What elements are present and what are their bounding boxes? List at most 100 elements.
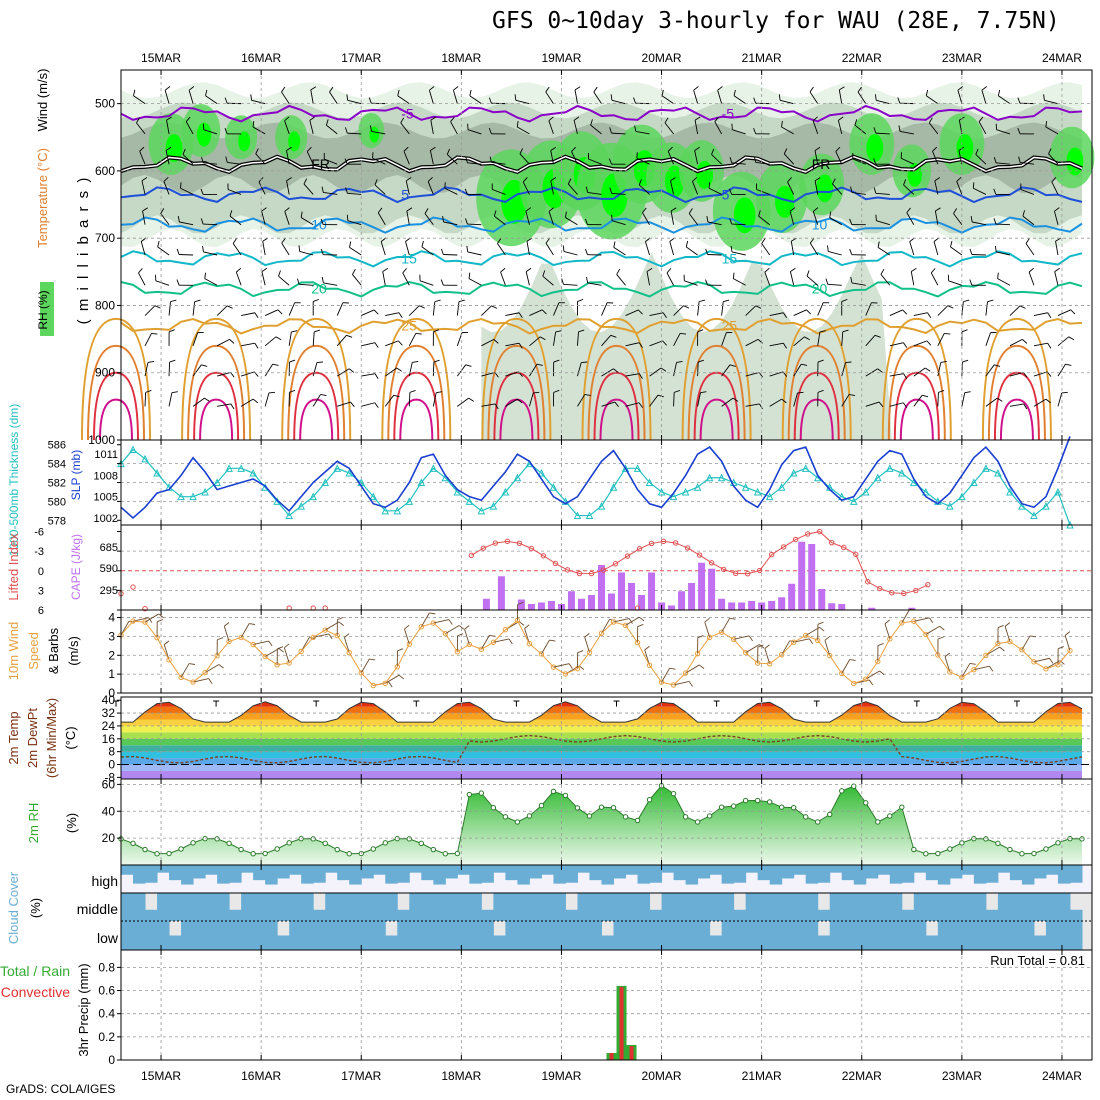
wind-speed-point — [706, 634, 713, 641]
wind-barb-flag — [1061, 391, 1068, 394]
lifted-index-point — [768, 551, 775, 558]
wind-barb — [1044, 99, 1059, 105]
wind-barb-flag — [346, 94, 349, 101]
wind-speed-point — [1031, 659, 1037, 665]
wind-barb-flag — [926, 340, 932, 346]
wind-barb-flag — [409, 390, 416, 393]
thickness-axis-label: 1000-500mb Thickness (dm) — [7, 404, 21, 557]
wind-barb — [717, 90, 723, 104]
rh-point — [899, 804, 905, 810]
wind-barb-flag — [660, 367, 667, 372]
wind-barb-flag — [994, 364, 1001, 367]
wind-barb — [563, 283, 578, 286]
cloud-low-bar — [901, 921, 915, 950]
cloud-high-bar — [709, 865, 723, 875]
lifted-index-series-line — [471, 531, 929, 594]
rh-point — [262, 850, 268, 857]
cape-bar — [482, 598, 490, 610]
rh-point — [863, 800, 869, 806]
wind-barb — [132, 617, 149, 622]
cloud-low-bar — [517, 921, 530, 950]
wind-barb — [163, 181, 170, 195]
wind-barb-flag — [141, 177, 148, 182]
diurnal-temp-contour — [487, 344, 546, 441]
cape-bar — [587, 595, 595, 610]
y-tick-label: 40 — [102, 804, 116, 818]
wind-barb — [961, 392, 966, 407]
cloud-high-bar — [193, 865, 206, 879]
wind-barb — [625, 309, 639, 316]
wind-barb — [336, 335, 347, 347]
cloud-middle-bar — [757, 893, 771, 921]
cloud-middle-bar — [517, 893, 530, 921]
wind-speed-point — [851, 680, 857, 687]
y-tick-label: 1 — [108, 667, 115, 681]
wind-barb — [933, 241, 939, 256]
wind-speed-point — [778, 651, 785, 658]
cape-bar — [798, 541, 806, 610]
wind-barb — [500, 271, 506, 286]
cloud-middle-bar — [421, 893, 434, 921]
wind-speed-point — [610, 619, 617, 625]
cloud-high-bar — [889, 865, 903, 884]
y-tick-label: 20 — [102, 831, 116, 845]
wind-barb-flag — [289, 389, 296, 393]
cloud-low-bar — [157, 921, 170, 950]
wind-barb-flag — [698, 299, 705, 303]
cloud-low-bar — [397, 921, 410, 950]
wind-barb — [467, 223, 482, 226]
diurnal-temp-contour — [399, 398, 434, 441]
wind-barb-flag — [374, 342, 379, 348]
wind-barb — [865, 670, 880, 680]
wind-barb-flag — [561, 278, 564, 285]
wind-barb-flag — [286, 146, 292, 151]
rh-point — [382, 840, 388, 846]
wind-barb-flag — [585, 248, 588, 255]
wind-barb — [258, 181, 266, 195]
wind-barb — [961, 362, 963, 377]
wind-barb — [360, 658, 370, 674]
wind-barb-flag — [442, 216, 445, 223]
wind-barb-flag — [950, 240, 953, 247]
wind-barb — [313, 633, 329, 638]
diurnal-temp-contour — [86, 344, 145, 441]
cape-bar — [868, 607, 876, 610]
wind-speed-point — [166, 657, 172, 663]
cloud-middle-bar — [805, 893, 819, 921]
temp-color-band — [121, 758, 1082, 765]
wind-barb-flag — [819, 626, 825, 632]
thickness-point — [285, 511, 293, 520]
wind-barb-flag — [567, 178, 572, 185]
wind-barb — [956, 181, 963, 195]
y-tick-label: 0.2 — [98, 1030, 115, 1044]
y-tick-label: 60 — [102, 777, 116, 791]
y-tick-label: 24 — [102, 719, 116, 733]
wind-barb — [996, 129, 1011, 135]
cloud-low-bar — [505, 921, 518, 950]
wind-barb-flag — [465, 364, 472, 367]
cape-tick-label: 685 — [100, 542, 118, 554]
wind-barb-flag — [1017, 128, 1021, 134]
wind-barb-flag — [835, 146, 841, 152]
diurnal-temp-contour — [199, 398, 234, 441]
rh-bright-patch — [288, 131, 301, 152]
thickness-point — [669, 492, 678, 501]
cloud-low-bar — [169, 935, 182, 950]
wind-barb — [1033, 312, 1048, 316]
wind-barb — [573, 120, 578, 135]
y-tick-label: 0 — [108, 1053, 115, 1067]
lifted-index-point — [841, 544, 847, 551]
wind-barb — [937, 333, 945, 347]
wind-barb — [761, 243, 771, 256]
thickness-point — [189, 492, 197, 501]
isotherm-line — [120, 186, 1083, 204]
wind-barb-flag — [897, 97, 901, 104]
isotherm-label: 20 — [812, 281, 828, 297]
thickness-point — [789, 468, 798, 477]
rh-bright-patch — [238, 131, 251, 152]
rh-point — [646, 797, 653, 803]
cloud-middle-bar — [565, 909, 578, 921]
wind-barb — [404, 628, 410, 645]
x-tick-label-top: 15MAR — [141, 51, 181, 65]
wind-speed-series-line — [120, 619, 1071, 687]
